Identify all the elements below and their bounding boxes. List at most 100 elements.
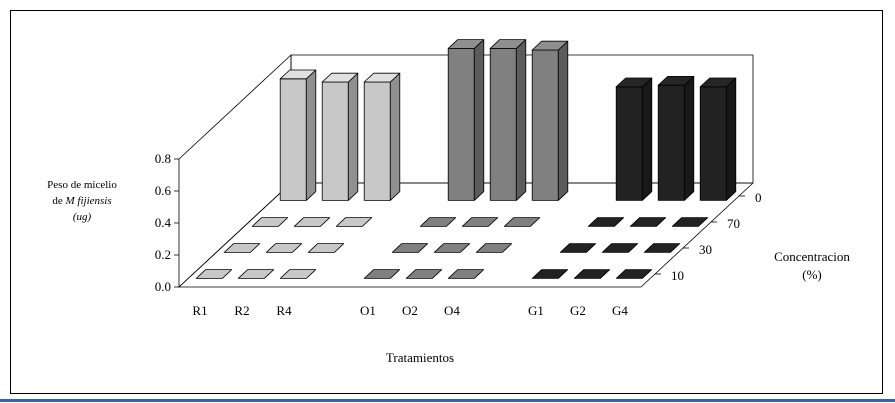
bar-top [615, 269, 653, 279]
chart-frame [10, 10, 883, 394]
bar-side [515, 39, 527, 201]
bar-front [489, 48, 517, 201]
bar [293, 217, 331, 227]
bar-top [321, 72, 359, 83]
bar [237, 269, 275, 279]
y-tick-label: 0.6 [155, 183, 172, 198]
bar [307, 243, 345, 253]
bar [195, 269, 233, 279]
bar [475, 243, 513, 253]
bar [615, 77, 653, 201]
bar-top [251, 217, 289, 227]
bar-side [473, 39, 485, 201]
bar-top [293, 217, 331, 227]
bar-top [307, 243, 345, 253]
bar-top [503, 217, 541, 227]
y-axis-label-prefix: de [52, 195, 65, 207]
bar-front [699, 86, 727, 201]
bar-side [641, 77, 653, 201]
x-tick-label: R2 [234, 303, 249, 318]
bar [503, 217, 541, 227]
x-tick-label: O4 [444, 303, 460, 318]
bar [615, 269, 653, 279]
y-tick-label: 0.8 [155, 151, 171, 166]
bar-top [279, 269, 317, 279]
bar-top [573, 269, 611, 279]
bar-top [237, 269, 275, 279]
bar [671, 217, 709, 227]
bar-side [725, 77, 737, 201]
bar [447, 39, 485, 201]
chart-labels: 0.0 0.2 0.4 0.6 0.8 R1 R2 R4 O1 O2 O4 G1 G2 G4 10 30 70 0 [155, 151, 762, 318]
bar [223, 243, 261, 253]
x-tick-label: G4 [612, 303, 628, 318]
bar-top [559, 243, 597, 253]
bar [419, 217, 457, 227]
bar-top [643, 243, 681, 253]
z-axis-title-line2: (%) [802, 267, 822, 282]
bar [531, 40, 569, 201]
y-axis-label-line2: de M fijiensis [52, 195, 111, 207]
bar-top [461, 217, 499, 227]
bar-top [629, 217, 667, 227]
bar [489, 39, 527, 201]
bottom-border-line [0, 399, 895, 402]
bar [265, 243, 303, 253]
bar-side [683, 76, 695, 201]
y-axis-label-line3: (ug) [73, 211, 92, 223]
bar-top [419, 217, 457, 227]
bar-top [587, 217, 625, 227]
bar-top [475, 243, 513, 253]
bar [279, 69, 317, 201]
z-tick-label: 0 [755, 190, 762, 205]
bar-top [531, 40, 569, 51]
bar-front [363, 81, 391, 201]
bar-top [615, 77, 653, 88]
bar [573, 269, 611, 279]
bar-side [347, 72, 359, 201]
bar-top [699, 77, 737, 88]
bar-top [489, 39, 527, 49]
bar [643, 243, 681, 253]
x-tick-label: O2 [402, 303, 418, 318]
bar-top [671, 217, 709, 227]
bar-top [223, 243, 261, 253]
bar [335, 217, 373, 227]
x-tick-label: R4 [276, 303, 292, 318]
y-tick-label: 0.0 [155, 279, 171, 294]
bar [279, 269, 317, 279]
bar [447, 269, 485, 279]
bar [657, 76, 695, 201]
bar [461, 217, 499, 227]
bar [391, 243, 429, 253]
bar-top [391, 243, 429, 253]
side-wall [178, 54, 292, 288]
x-tick-label: G2 [570, 303, 586, 318]
bar-top [447, 269, 485, 279]
x-axis-title: Tratamientos [386, 350, 454, 365]
y-tick-label: 0.2 [155, 247, 171, 262]
bar [601, 243, 639, 253]
bar-front [447, 48, 475, 201]
bar-top [531, 269, 569, 279]
z-tick-label: 10 [671, 268, 684, 283]
bar-top [363, 269, 401, 279]
x-tick-label: R1 [192, 303, 207, 318]
y-axis-label-species: M fijiensis [65, 195, 112, 207]
x-tick-label: G1 [528, 303, 544, 318]
y-axis-label-line1: Peso de micelio [47, 179, 117, 191]
bar-top [265, 243, 303, 253]
bar [321, 72, 359, 201]
y-tick-label: 0.4 [155, 215, 172, 230]
bar-front [279, 78, 307, 201]
bar [629, 217, 667, 227]
bar [699, 77, 737, 201]
z-tick-label: 30 [699, 242, 712, 257]
bar [405, 269, 443, 279]
bar [559, 243, 597, 253]
bar [363, 269, 401, 279]
bar-front [657, 84, 685, 201]
bar-top [657, 76, 695, 86]
bar-front [615, 86, 643, 201]
